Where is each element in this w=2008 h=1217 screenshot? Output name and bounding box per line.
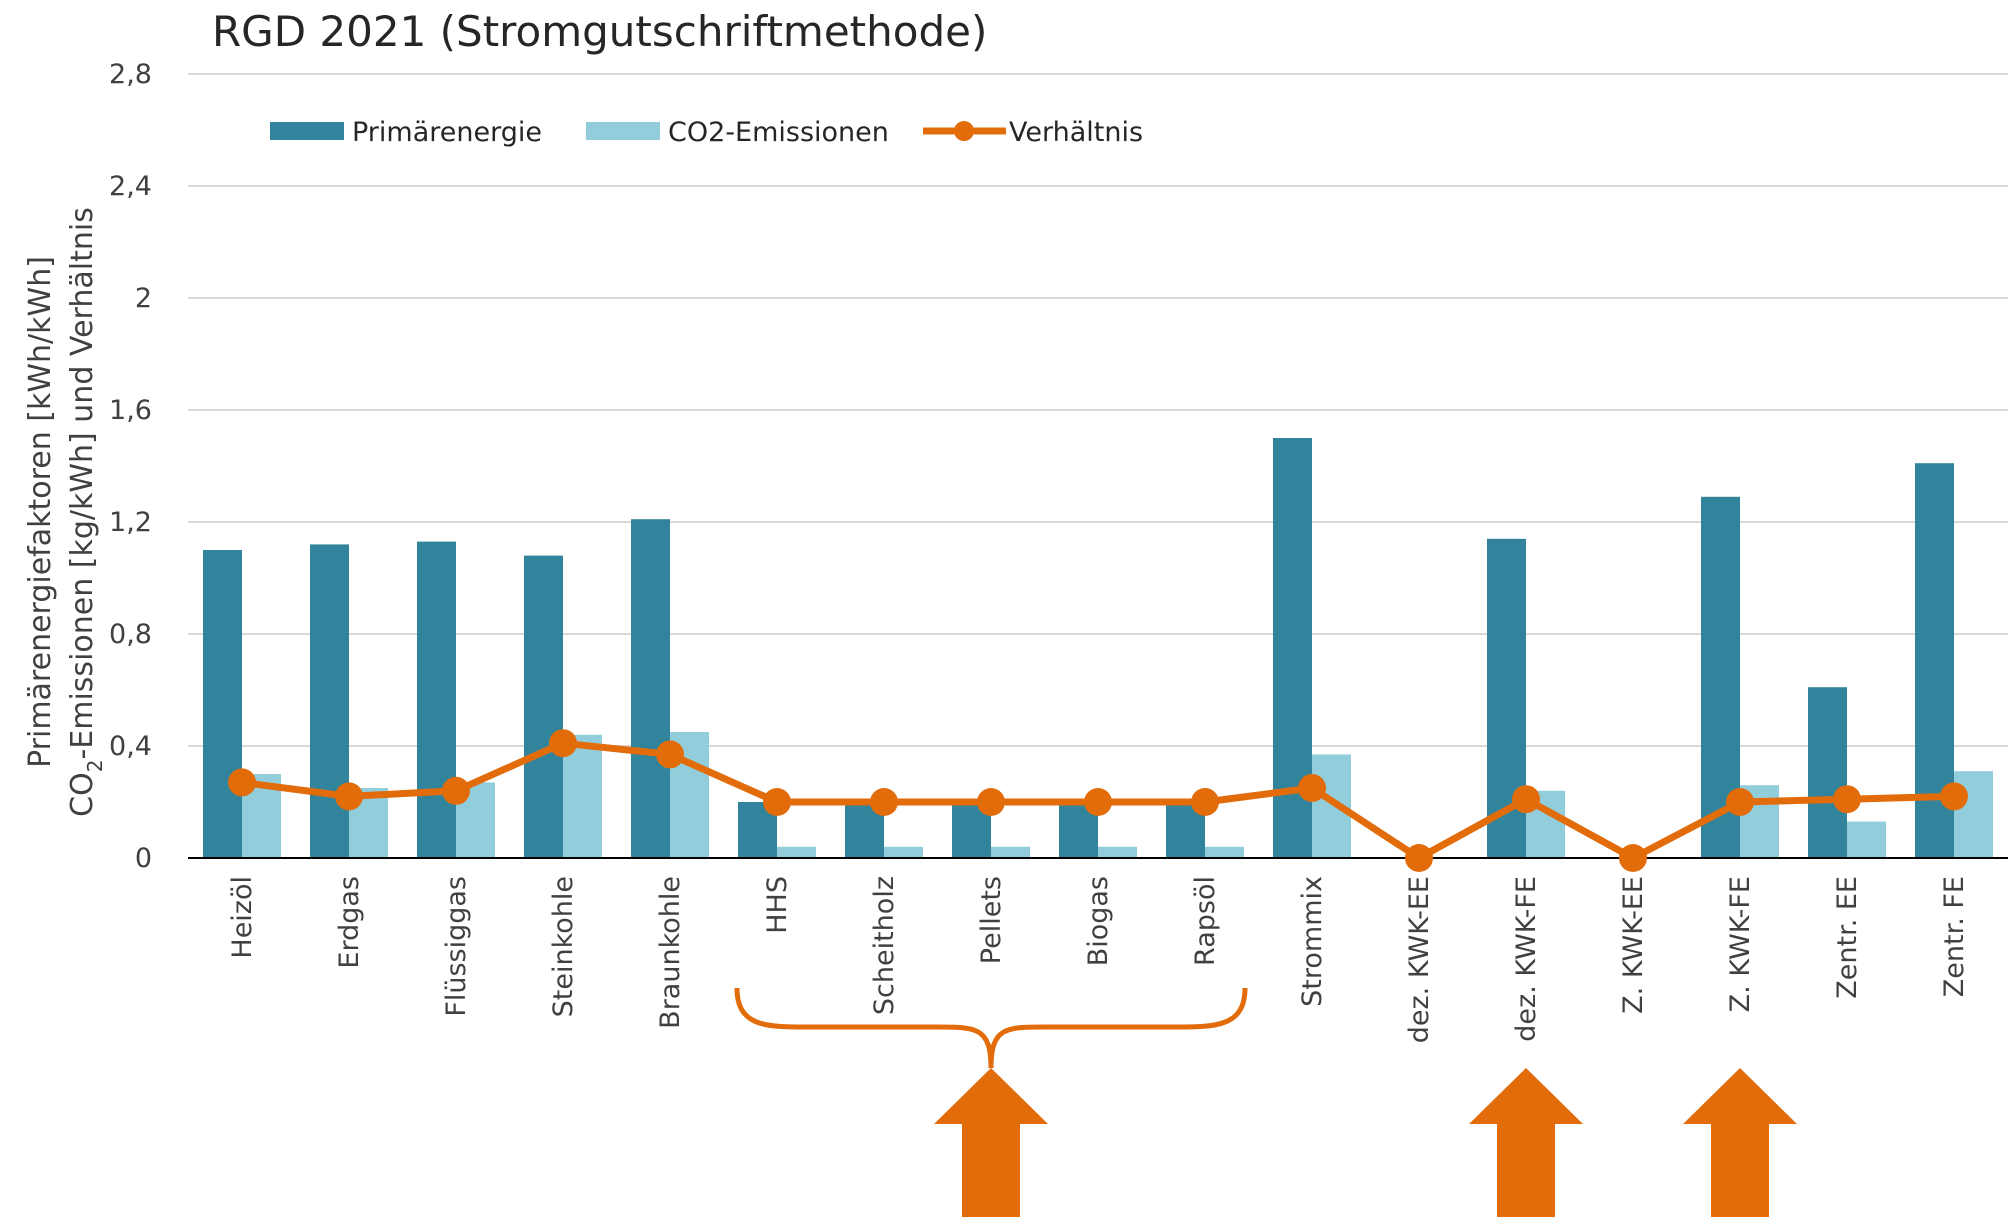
y-tick-label: 0,8	[109, 619, 152, 650]
x-category-label: dez. KWK-FE	[1511, 876, 1542, 1042]
bar-primaerenergie	[524, 555, 563, 858]
x-category-label: HHS	[762, 876, 793, 934]
ratio-point	[977, 788, 1005, 816]
legend-swatch-marker	[954, 121, 974, 141]
x-category-label: Scheitholz	[869, 876, 900, 1015]
x-category-label: Steinkohle	[548, 876, 579, 1017]
ratio-series	[228, 729, 1968, 872]
ratio-point	[870, 788, 898, 816]
legend-swatch	[586, 122, 660, 140]
legend-label: Verhältnis	[1009, 117, 1143, 148]
bar-primaerenergie	[417, 541, 456, 858]
bar-co2-emissionen	[1205, 846, 1244, 858]
gridlines	[188, 73, 2008, 747]
ratio-point	[1940, 782, 1968, 811]
highlight-arrow	[1683, 1068, 1797, 1217]
y-tick-label: 1,6	[109, 395, 152, 426]
y-axis-ticks: 0 0,4 0,8 1,2 1,6 2 2,4 2,8	[109, 59, 152, 874]
x-category-label: Rapsöl	[1190, 876, 1221, 966]
x-category-label: Flüssiggas	[441, 876, 472, 1017]
y-tick-label: 1,2	[109, 507, 152, 538]
annotations	[734, 987, 1797, 1217]
x-category-label: Z. KWK-FE	[1725, 876, 1756, 1012]
highlight-arrow	[1469, 1068, 1583, 1217]
y-tick-label: 2,8	[109, 59, 152, 90]
x-category-label: Pellets	[976, 876, 1007, 964]
highlight-arrow	[934, 1068, 1048, 1217]
x-category-label: Heizöl	[227, 876, 258, 959]
y-axis-title-line1: Primärenergiefaktoren [kWh/kWh]	[23, 256, 58, 768]
x-category-label: Biogas	[1083, 876, 1114, 966]
bar-primaerenergie	[203, 550, 242, 858]
ratio-point	[1298, 774, 1326, 802]
legend-label: Primärenergie	[352, 117, 542, 148]
legend-label: CO2-Emissionen	[668, 117, 889, 148]
ratio-point	[763, 788, 791, 816]
x-category-label: dez. KWK-EE	[1404, 876, 1435, 1043]
legend: Primärenergie CO2-Emissionen Verhältnis	[270, 117, 1143, 148]
ratio-point	[656, 740, 684, 769]
ratio-point	[1191, 788, 1219, 816]
x-category-label: Strommix	[1297, 876, 1328, 1007]
bar-primaerenergie	[631, 519, 670, 858]
ratio-point	[1405, 844, 1433, 872]
ratio-point	[228, 768, 256, 797]
ratio-point	[1084, 788, 1112, 816]
biomass-brace	[734, 987, 1248, 1069]
ratio-point	[549, 729, 577, 758]
ratio-point	[1833, 785, 1861, 814]
y-axis-title-line2: CO2-Emissionen [kg/kWh] und Verhältnis	[65, 207, 107, 817]
ratio-point	[442, 776, 470, 805]
x-category-label: Z. KWK-EE	[1618, 876, 1649, 1014]
ratio-point	[335, 782, 363, 811]
y-tick-label: 2,4	[109, 171, 152, 202]
ratio-point	[1512, 785, 1540, 814]
bar-co2-emissionen	[884, 846, 923, 858]
y-tick-label: 0,4	[109, 731, 152, 762]
legend-swatch	[270, 122, 344, 140]
bar-primaerenergie	[1808, 687, 1847, 858]
y-tick-label: 2	[135, 283, 152, 314]
y-tick-label: 0	[135, 843, 152, 874]
bar-co2-emissionen	[991, 846, 1030, 858]
chart-title: RGD 2021 (Stromgutschriftmethode)	[212, 7, 987, 56]
ratio-point	[1726, 788, 1754, 816]
x-category-label: Erdgas	[334, 876, 365, 969]
bar-co2-emissionen	[1098, 846, 1137, 858]
bar-co2-emissionen	[1847, 821, 1886, 858]
ratio-point	[1619, 844, 1647, 872]
x-category-label: Zentr. EE	[1832, 876, 1863, 999]
x-axis-categories: Heizöl Erdgas Flüssiggas Steinkohle Braunkoh…	[227, 876, 1970, 1043]
bar-co2-emissionen	[777, 846, 816, 858]
y-axis-title: Primärenergiefaktoren [kWh/kWh] CO2-Emis…	[23, 207, 107, 817]
x-category-label: Zentr. FE	[1939, 876, 1970, 997]
x-category-label: Braunkohle	[655, 876, 686, 1029]
bar-primaerenergie	[310, 544, 349, 858]
